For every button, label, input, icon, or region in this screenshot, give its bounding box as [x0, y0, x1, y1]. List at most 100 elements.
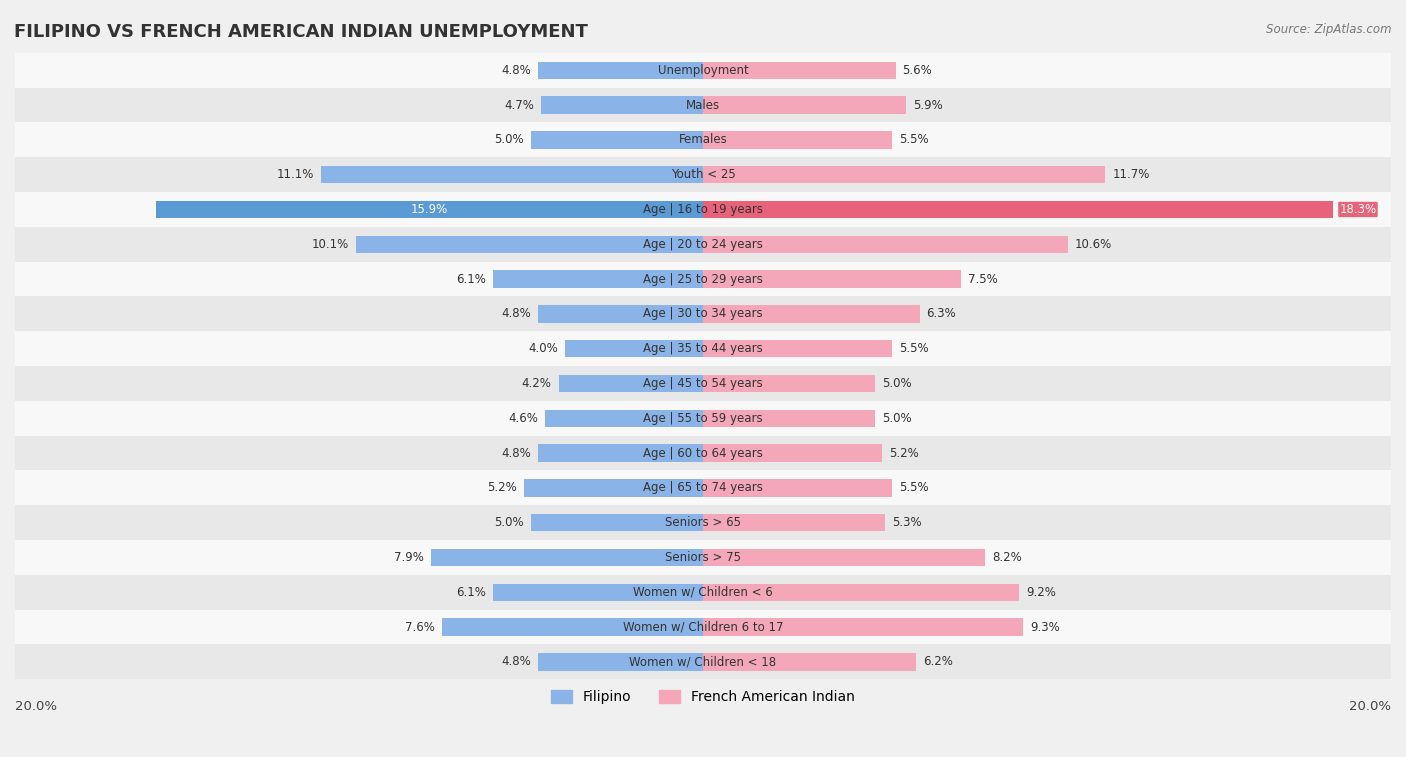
Text: 5.5%: 5.5% — [898, 133, 929, 146]
Bar — [15, 88, 1391, 123]
Text: 4.2%: 4.2% — [522, 377, 551, 390]
Text: 4.8%: 4.8% — [502, 447, 531, 459]
Bar — [541, 96, 703, 114]
Bar — [703, 444, 882, 462]
Text: 5.6%: 5.6% — [903, 64, 932, 76]
Bar — [703, 61, 896, 79]
Bar — [321, 166, 703, 183]
Bar — [703, 479, 893, 497]
Text: 5.0%: 5.0% — [495, 133, 524, 146]
Bar — [703, 584, 1019, 601]
Bar — [538, 444, 703, 462]
Bar — [15, 227, 1391, 262]
Text: 5.0%: 5.0% — [882, 377, 911, 390]
Bar — [15, 53, 1391, 88]
Bar — [524, 479, 703, 497]
Bar — [565, 340, 703, 357]
Text: 4.6%: 4.6% — [508, 412, 538, 425]
Text: 7.5%: 7.5% — [967, 273, 998, 285]
Text: Women w/ Children < 18: Women w/ Children < 18 — [630, 656, 776, 668]
Bar — [538, 305, 703, 322]
Bar — [703, 96, 905, 114]
Text: 10.1%: 10.1% — [312, 238, 349, 251]
Bar — [15, 157, 1391, 192]
Text: Age | 55 to 59 years: Age | 55 to 59 years — [643, 412, 763, 425]
Text: 6.1%: 6.1% — [457, 273, 486, 285]
Bar — [156, 201, 703, 218]
Bar — [703, 131, 893, 148]
Text: Age | 16 to 19 years: Age | 16 to 19 years — [643, 203, 763, 216]
Text: 8.2%: 8.2% — [993, 551, 1022, 564]
Bar — [531, 514, 703, 531]
Text: Source: ZipAtlas.com: Source: ZipAtlas.com — [1267, 23, 1392, 36]
Bar — [15, 505, 1391, 540]
Bar — [703, 270, 960, 288]
Bar — [703, 305, 920, 322]
Text: Seniors > 75: Seniors > 75 — [665, 551, 741, 564]
Text: 5.5%: 5.5% — [898, 342, 929, 355]
Bar — [703, 514, 886, 531]
Text: Age | 25 to 29 years: Age | 25 to 29 years — [643, 273, 763, 285]
Bar — [15, 192, 1391, 227]
Bar — [531, 131, 703, 148]
Text: Females: Females — [679, 133, 727, 146]
Bar — [15, 436, 1391, 471]
Text: 5.0%: 5.0% — [882, 412, 911, 425]
Bar — [544, 410, 703, 427]
Bar — [15, 123, 1391, 157]
Text: 5.2%: 5.2% — [488, 481, 517, 494]
Bar — [15, 644, 1391, 679]
Bar — [703, 618, 1024, 636]
Text: 5.3%: 5.3% — [893, 516, 922, 529]
Bar — [494, 270, 703, 288]
Bar — [538, 653, 703, 671]
Bar — [703, 410, 875, 427]
Text: 20.0%: 20.0% — [1348, 700, 1391, 713]
Bar — [15, 609, 1391, 644]
Text: 9.3%: 9.3% — [1029, 621, 1060, 634]
Text: Age | 30 to 34 years: Age | 30 to 34 years — [643, 307, 763, 320]
Bar — [15, 297, 1391, 332]
Text: 5.9%: 5.9% — [912, 98, 942, 111]
Text: Seniors > 65: Seniors > 65 — [665, 516, 741, 529]
Text: Males: Males — [686, 98, 720, 111]
Text: Youth < 25: Youth < 25 — [671, 168, 735, 181]
Text: Women w/ Children 6 to 17: Women w/ Children 6 to 17 — [623, 621, 783, 634]
Text: 18.3%: 18.3% — [1340, 203, 1376, 216]
Bar — [703, 340, 893, 357]
Text: 4.0%: 4.0% — [529, 342, 558, 355]
Text: 11.1%: 11.1% — [277, 168, 315, 181]
Text: 10.6%: 10.6% — [1074, 238, 1112, 251]
Text: Age | 20 to 24 years: Age | 20 to 24 years — [643, 238, 763, 251]
Text: 4.8%: 4.8% — [502, 307, 531, 320]
Text: Age | 65 to 74 years: Age | 65 to 74 years — [643, 481, 763, 494]
Legend: Filipino, French American Indian: Filipino, French American Indian — [546, 685, 860, 710]
Text: FILIPINO VS FRENCH AMERICAN INDIAN UNEMPLOYMENT: FILIPINO VS FRENCH AMERICAN INDIAN UNEMP… — [14, 23, 588, 41]
Text: 5.5%: 5.5% — [898, 481, 929, 494]
Bar — [432, 549, 703, 566]
Bar — [703, 166, 1105, 183]
Bar — [15, 332, 1391, 366]
Text: 11.7%: 11.7% — [1112, 168, 1150, 181]
Text: 6.3%: 6.3% — [927, 307, 956, 320]
Bar — [703, 235, 1067, 253]
Text: Age | 45 to 54 years: Age | 45 to 54 years — [643, 377, 763, 390]
Bar — [15, 366, 1391, 401]
Text: 4.8%: 4.8% — [502, 656, 531, 668]
Bar — [703, 201, 1333, 218]
Text: 7.9%: 7.9% — [395, 551, 425, 564]
Text: 9.2%: 9.2% — [1026, 586, 1056, 599]
Text: 20.0%: 20.0% — [15, 700, 58, 713]
Bar — [15, 401, 1391, 436]
Bar — [356, 235, 703, 253]
Bar — [441, 618, 703, 636]
Bar — [703, 653, 917, 671]
Text: 15.9%: 15.9% — [411, 203, 449, 216]
Bar — [703, 549, 986, 566]
Text: Unemployment: Unemployment — [658, 64, 748, 76]
Bar — [15, 540, 1391, 575]
Bar — [15, 471, 1391, 505]
Text: 5.2%: 5.2% — [889, 447, 918, 459]
Text: Age | 35 to 44 years: Age | 35 to 44 years — [643, 342, 763, 355]
Text: 4.8%: 4.8% — [502, 64, 531, 76]
